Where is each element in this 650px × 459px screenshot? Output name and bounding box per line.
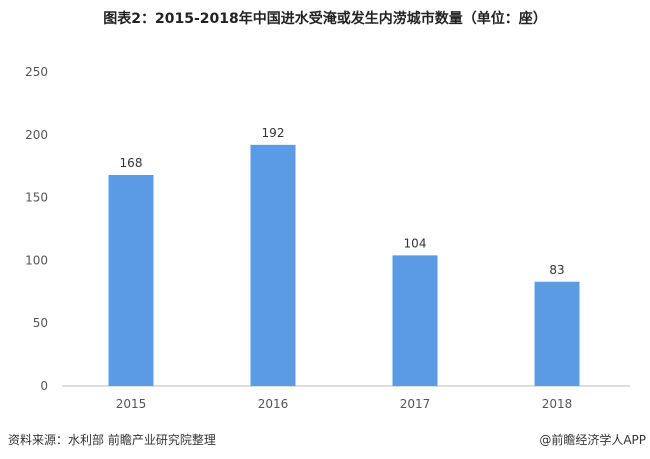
y-tick-label: 150 xyxy=(25,191,48,205)
bar-2018 xyxy=(534,281,580,386)
data-label: 192 xyxy=(262,126,285,140)
y-tick-label: 200 xyxy=(25,128,48,142)
source-note: 资料来源：水利部 前瞻产业研究院整理 xyxy=(8,433,216,447)
x-tick-label: 2015 xyxy=(116,397,147,411)
data-label: 168 xyxy=(120,156,143,170)
credit-note: @前瞻经济学人APP xyxy=(539,433,646,447)
data-label: 104 xyxy=(404,236,427,250)
x-tick-label: 2016 xyxy=(258,397,289,411)
chart-title: 图表2：2015-2018年中国进水受淹或发生内涝城市数量（单位：座） xyxy=(103,11,547,27)
x-tick-label: 2017 xyxy=(400,397,431,411)
x-tick-label: 2018 xyxy=(542,397,573,411)
y-tick-label: 0 xyxy=(40,379,48,393)
bar-2015 xyxy=(108,174,154,386)
y-tick-label: 50 xyxy=(33,316,48,330)
bar-2016 xyxy=(250,144,296,386)
y-tick-label: 250 xyxy=(25,65,48,79)
y-tick-label: 100 xyxy=(25,253,48,267)
data-label: 83 xyxy=(549,263,564,277)
bar-2017 xyxy=(392,255,438,386)
